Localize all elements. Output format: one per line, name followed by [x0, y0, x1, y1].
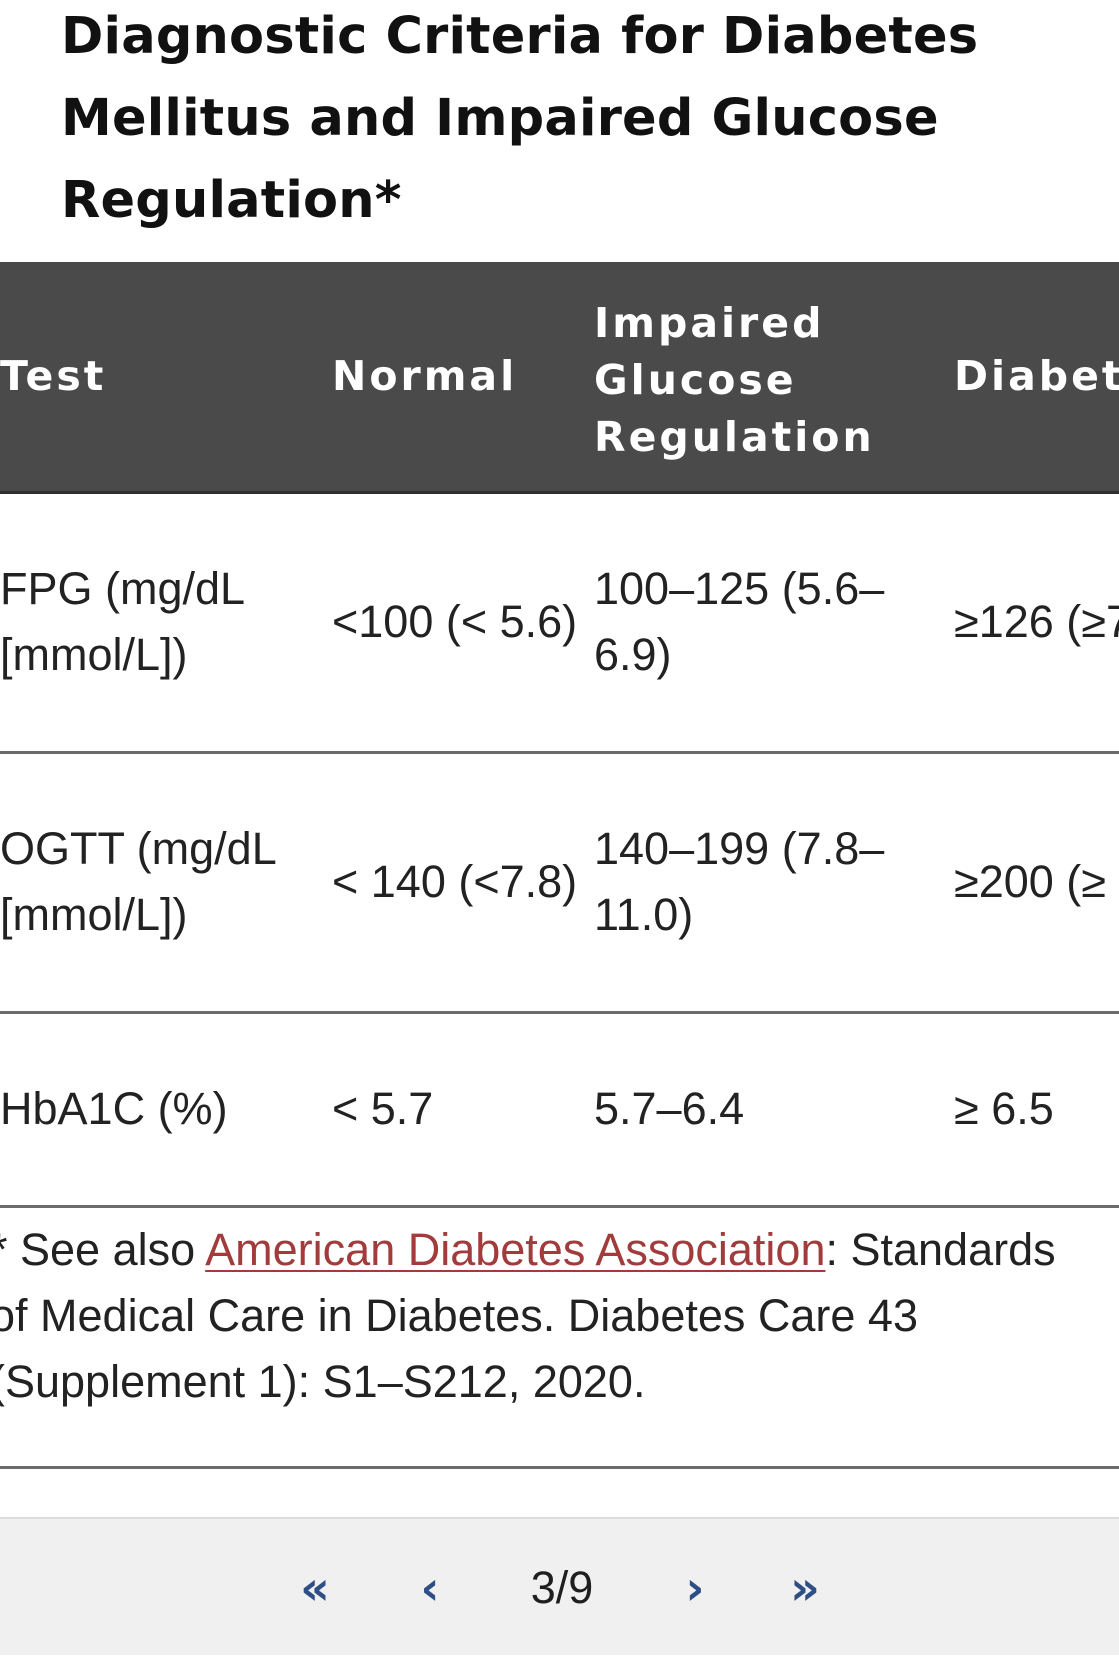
cell-impaired: 5.7–6.4	[594, 1083, 745, 1134]
footnote-prefix: * See also	[0, 1224, 206, 1275]
header-normal: Normal	[332, 351, 518, 400]
header-test: Test	[0, 351, 107, 400]
table-row: HbA1C (%) < 5.7 5.7–6.4 ≥ 6.5	[0, 1012, 1119, 1206]
cell-normal: < 140 (<7.8)	[332, 856, 578, 907]
previous-page-button[interactable]: ‹	[405, 1519, 455, 1657]
cell-diabetes: ≥126 (≥7.0)	[954, 596, 1119, 647]
cell-diabetes: ≥200 (≥ 11.1)	[954, 856, 1119, 907]
ada-link[interactable]: American Diabetes Association	[205, 1224, 826, 1275]
table-row: OGTT (mg/dL [mmol/L]) < 140 (<7.8) 140–1…	[0, 752, 1119, 1012]
pagination-bar: « ‹ 3/9 › »	[0, 1517, 1119, 1655]
table-row: FPG (mg/dL [mmol/L]) <100 (< 5.6) 100–12…	[0, 492, 1119, 752]
cell-diabetes: ≥ 6.5	[954, 1083, 1054, 1134]
chevron-right-icon: ›	[685, 1561, 705, 1615]
double-chevron-right-icon: »	[790, 1561, 820, 1615]
last-page-button[interactable]: »	[780, 1519, 830, 1657]
cell-impaired: 140–199 (7.8–11.0)	[594, 823, 885, 940]
header-impaired: Impaired Glucose Regulation	[594, 298, 875, 461]
chevron-left-icon: ‹	[420, 1561, 440, 1615]
cell-test: HbA1C (%)	[0, 1083, 228, 1134]
double-chevron-left-icon: «	[300, 1561, 330, 1615]
cell-impaired: 100–125 (5.6–6.9)	[594, 563, 885, 680]
footnote-suffix: : Standards of Medical Care in Diabetes.…	[0, 1224, 1056, 1407]
criteria-table-container[interactable]: Test Normal Impaired Glucose Regulation …	[0, 262, 1119, 1208]
footnote-text: * See also American Diabetes Association…	[0, 1217, 1099, 1415]
page-title: Diagnostic Criteria for Diabetes Mellitu…	[61, 7, 979, 230]
table-header-row: Test Normal Impaired Glucose Regulation …	[0, 262, 1119, 492]
cell-normal: < 5.7	[332, 1083, 434, 1134]
cell-test: OGTT (mg/dL [mmol/L])	[0, 823, 276, 940]
first-page-button[interactable]: «	[290, 1519, 340, 1657]
table-footnote: * See also American Diabetes Association…	[0, 1210, 1119, 1469]
criteria-table: Test Normal Impaired Glucose Regulation …	[0, 262, 1119, 1208]
page-indicator: 3/9	[530, 1562, 594, 1613]
header-diabetes: Diabetes	[954, 351, 1119, 400]
cell-normal: <100 (< 5.6)	[332, 596, 578, 647]
cell-test: FPG (mg/dL [mmol/L])	[0, 563, 244, 680]
next-page-button[interactable]: ›	[670, 1519, 720, 1657]
